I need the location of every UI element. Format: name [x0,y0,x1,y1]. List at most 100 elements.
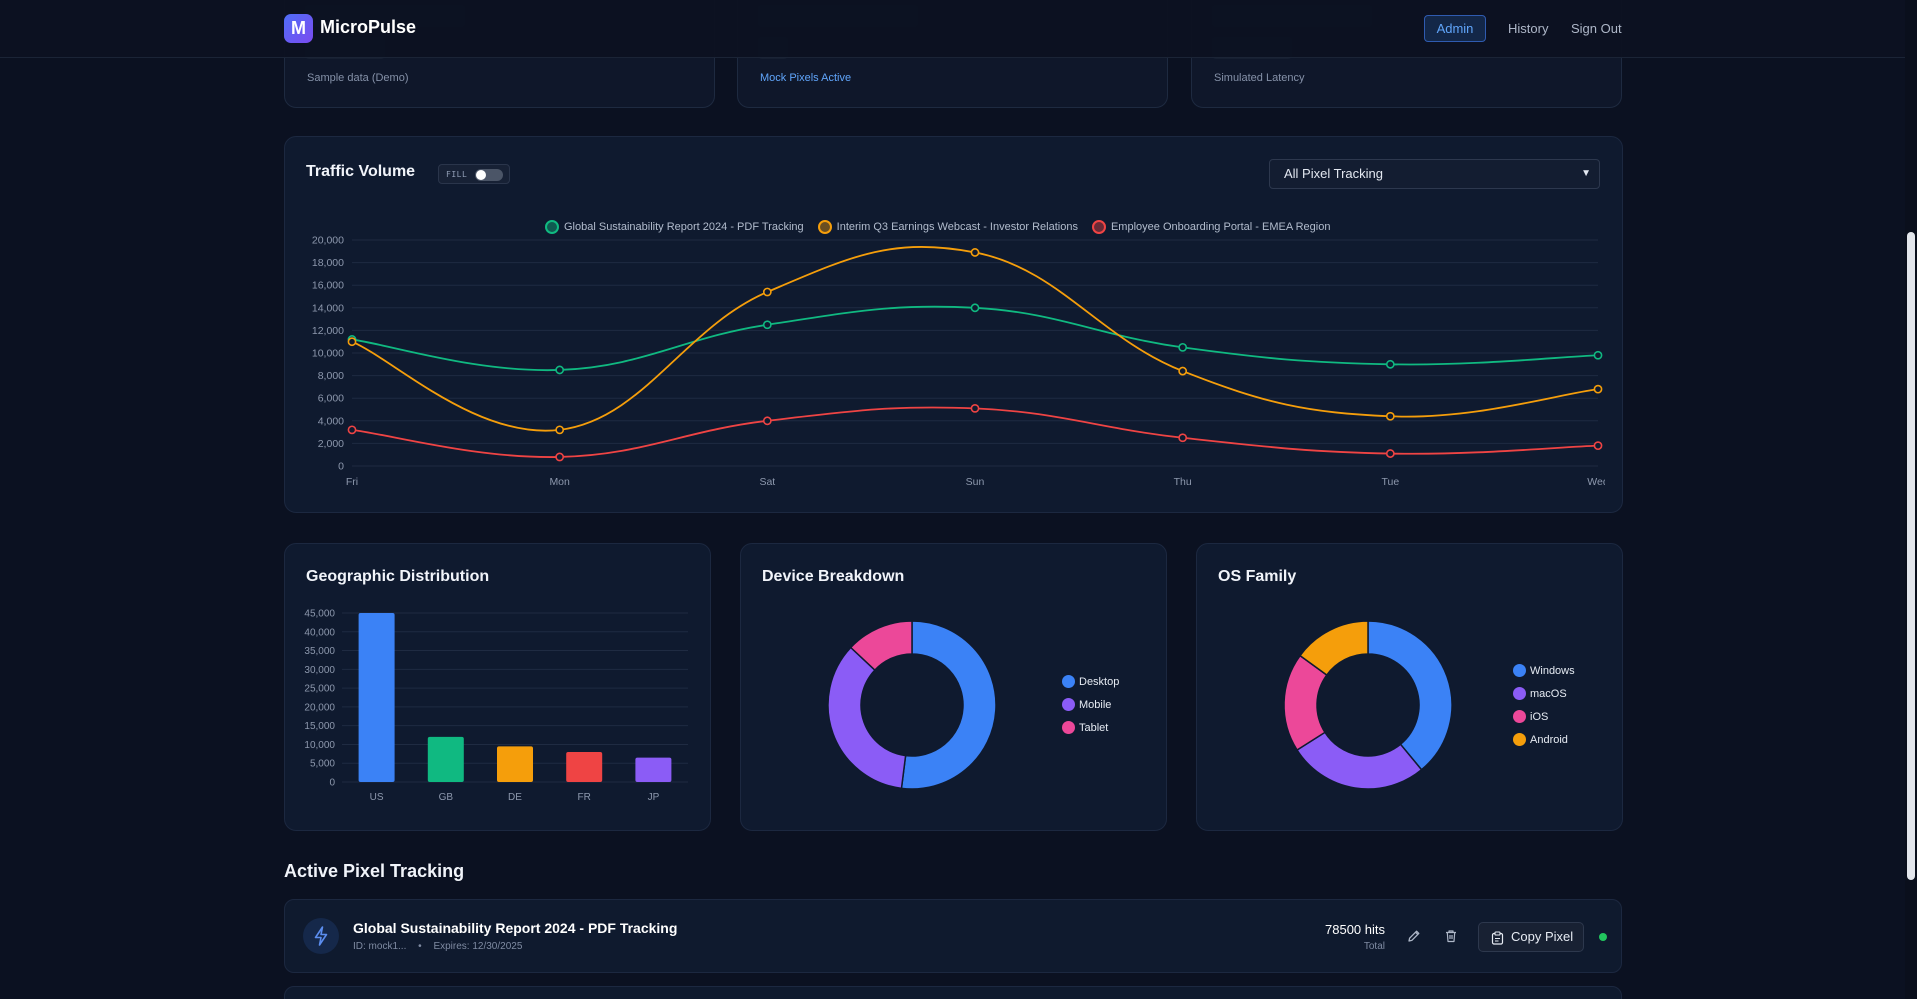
data-point [555,425,565,435]
pixel-filter-value: All Pixel Tracking [1284,166,1383,181]
legend-swatch [817,220,832,234]
x-tick-label: Wed [1587,476,1605,488]
device-panel [740,543,1167,831]
donut-slice [1296,731,1423,790]
data-point [1593,384,1603,394]
brand-name[interactable]: MicroPulse [320,17,417,37]
legend-item[interactable]: Desktop [1062,670,1119,693]
y-tick-label: 20,000 [304,702,335,713]
y-tick-label: 10,000 [312,348,344,360]
os-panel [1196,543,1623,831]
data-point [1385,411,1395,421]
y-tick-label: 15,000 [304,721,335,732]
legend-item[interactable]: Tablet [1062,716,1119,739]
legend-swatch [1062,675,1075,688]
fill-toggle[interactable]: FILL [438,164,510,184]
nav-sign-out-link[interactable]: Sign Out [1571,21,1622,36]
y-tick-label: 5,000 [310,759,335,770]
y-tick-label: 35,000 [304,646,335,657]
y-tick-label: 14,000 [312,302,344,314]
y-tick-label: 40,000 [304,627,335,638]
pixel-name: Global Sustainability Report 2024 - PDF … [353,920,678,936]
legend-item[interactable]: Interim Q3 Earnings Webcast - Investor R… [817,220,1078,234]
y-tick-label: 12,000 [312,325,344,337]
y-tick-label: 0 [338,461,344,473]
copy-pixel-label: Copy Pixel [1511,929,1574,944]
data-point [1385,359,1395,369]
donut-slice [1367,620,1453,771]
donut-slice [1298,620,1369,677]
pixel-expires: Expires: 12/30/2025 [433,941,523,952]
logo-icon[interactable]: M [284,14,313,43]
pixel-row[interactable] [284,986,1622,999]
fill-toggle-label: FILL [446,170,468,179]
os-title: OS Family [1218,568,1297,585]
device-legend: Desktop Mobile Tablet [1062,670,1119,739]
trash-icon[interactable] [1443,928,1459,944]
clipboard-icon [1491,931,1504,945]
x-tick-label: Sat [759,476,775,488]
geographic-title: Geographic Distribution [306,568,490,585]
y-tick-label: 0 [329,778,335,789]
summary-subtitle[interactable]: Mock Pixels Active [760,72,852,84]
legend-label: Tablet [1079,721,1109,734]
data-point [1178,366,1188,376]
donut-slice [900,620,997,790]
legend-item[interactable]: macOS [1513,682,1575,705]
x-tick-label: Thu [1174,476,1192,488]
data-point [762,320,772,330]
series-line [351,406,1599,458]
traffic-legend: Global Sustainability Report 2024 - PDF … [545,217,1344,237]
x-tick-label: US [370,792,384,803]
legend-swatch [1091,220,1106,234]
traffic-volume-title: Traffic Volume [306,163,416,180]
legend-label: iOS [1530,710,1549,723]
y-tick-label: 4,000 [318,415,344,427]
series-line [351,305,1599,372]
donut-slice [849,620,913,672]
legend-swatch [545,220,559,234]
data-point [970,248,980,257]
legend-item[interactable]: Windows [1513,659,1575,682]
os-donut-chart [1283,620,1453,790]
legend-item[interactable]: Global Sustainability Report 2024 - PDF … [545,220,804,234]
y-tick-label: 30,000 [304,665,335,676]
y-tick-label: 10,000 [304,740,335,751]
y-tick-label: 18,000 [312,257,344,269]
meta-separator: • [418,941,422,952]
legend-item[interactable]: Mobile [1062,693,1119,716]
x-tick-label: Fri [346,476,358,488]
legend-label: Interim Q3 Earnings Webcast - Investor R… [836,221,1078,233]
legend-swatch [1513,733,1526,746]
series-line [351,246,1599,432]
legend-swatch [1513,664,1526,677]
scrollbar-track[interactable] [1905,0,1917,999]
legend-item[interactable]: Android [1513,728,1575,751]
scrollbar-thumb[interactable] [1907,232,1915,880]
legend-swatch [1062,721,1075,734]
pixel-id: ID: mock1... [353,941,407,952]
legend-item[interactable]: iOS [1513,705,1575,728]
nav-history-link[interactable]: History [1508,21,1549,36]
data-point [1178,342,1188,352]
x-tick-label: Tue [1381,476,1399,488]
fill-toggle-knob [476,170,486,180]
data-point [1385,449,1395,458]
data-point [1178,433,1188,443]
pixel-filter-select[interactable]: All Pixel Tracking ▼ [1269,159,1600,189]
fill-toggle-switch[interactable] [475,169,503,181]
pixel-meta: ID: mock1... • Expires: 12/30/2025 [353,941,522,952]
legend-swatch [1513,687,1526,700]
pixel-row[interactable]: Global Sustainability Report 2024 - PDF … [284,899,1622,973]
nav-admin-button[interactable]: Admin [1424,15,1486,42]
legend-item[interactable]: Employee Onboarding Portal - EMEA Region [1091,220,1331,234]
copy-pixel-button[interactable]: Copy Pixel [1478,922,1584,952]
y-tick-label: 25,000 [304,684,335,695]
legend-label: Global Sustainability Report 2024 - PDF … [564,221,804,233]
bar [358,613,395,782]
x-tick-label: Sun [966,476,985,488]
active-pixel-title: Active Pixel Tracking [284,861,465,881]
edit-icon[interactable] [1406,928,1422,944]
bar [427,736,464,782]
legend-label: Employee Onboarding Portal - EMEA Region [1110,221,1331,233]
